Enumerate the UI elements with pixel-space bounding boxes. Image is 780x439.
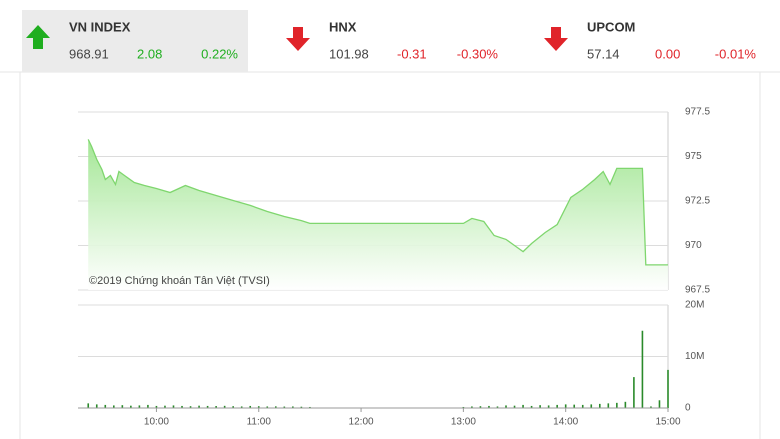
annotation: ©2019 Chứng khoán Tân Việt (TVSI) — [89, 275, 270, 287]
volume-bar — [581, 404, 584, 408]
y-tick-label: 0 — [685, 403, 691, 414]
volume-bar — [616, 402, 618, 408]
volume-bar — [147, 404, 149, 408]
volume-bar — [522, 404, 524, 408]
volume-bar — [240, 406, 243, 408]
x-tick-label: 11:00 — [247, 417, 272, 428]
direction-arrow — [26, 25, 50, 49]
volume-bar — [181, 405, 183, 408]
volume-bar — [479, 406, 482, 408]
y-tick-label: 20M — [685, 300, 704, 311]
volume-bar — [113, 405, 115, 408]
y-tick-label: 977.5 — [685, 107, 710, 118]
y-tick-label: 972.5 — [685, 196, 710, 207]
volume-bar — [198, 405, 200, 408]
volume-bar — [488, 405, 490, 408]
volume-bar — [650, 406, 652, 408]
volume-bar — [189, 406, 192, 408]
x-tick-label: 14:00 — [553, 417, 578, 428]
volume-bar — [530, 405, 533, 408]
x-tick-label: 15:00 — [655, 417, 680, 428]
y-tick-label: 970 — [685, 240, 702, 251]
ticker-value: 101.98 — [329, 46, 369, 61]
ticker-percent: -0.30% — [457, 46, 499, 61]
price-line — [87, 139, 668, 266]
volume-bar — [232, 406, 234, 408]
volume-bar — [172, 405, 175, 408]
ticker-change: -0.31 — [397, 46, 427, 61]
volume-bar — [496, 406, 499, 408]
volume-bar — [539, 405, 541, 408]
volume-bar — [573, 404, 576, 408]
x-tick-label: 10:00 — [144, 417, 169, 428]
volume-bar — [155, 405, 158, 408]
ticker-percent: 0.22% — [201, 46, 238, 61]
ticker-value: 968.91 — [69, 46, 109, 61]
ticker-name: VN INDEX — [69, 19, 131, 34]
volume-bar — [667, 369, 669, 408]
volume-bar — [104, 404, 107, 408]
ticker-highlight — [22, 10, 248, 72]
ticker-value: 57.14 — [587, 46, 620, 61]
volume-bar — [87, 403, 90, 408]
volume-bar — [223, 405, 226, 408]
volume-bar — [505, 405, 507, 408]
volume-bar — [275, 406, 277, 408]
y-tick-label: 10M — [685, 351, 704, 362]
volume-bar — [462, 406, 465, 408]
volume-bar — [471, 406, 473, 408]
y-tick-label: 975 — [685, 151, 702, 162]
volume-bar — [300, 406, 303, 408]
x-tick-label: 12:00 — [349, 417, 374, 428]
volume-bar — [513, 405, 516, 408]
volume-bar — [624, 401, 627, 408]
direction-arrow — [544, 27, 568, 51]
volume-bar — [292, 406, 294, 408]
volume-bar — [658, 400, 661, 408]
volume-bar — [598, 403, 601, 408]
ticker-name: UPCOM — [587, 19, 635, 34]
volume-bar — [215, 406, 217, 408]
volume-bar — [121, 405, 124, 408]
volume-bar — [249, 405, 252, 408]
ticker-change: 2.08 — [137, 46, 162, 61]
ticker-name: HNX — [329, 19, 357, 34]
volume-bar — [257, 406, 260, 408]
x-tick-label: 13:00 — [451, 417, 476, 428]
volume-bar — [633, 377, 635, 408]
volume-bar — [547, 405, 550, 408]
volume-bar — [95, 404, 98, 408]
volume-bar — [206, 405, 209, 408]
volume-bar — [309, 406, 311, 408]
volume-bar — [564, 404, 567, 408]
volume-bar — [164, 405, 166, 408]
volume-bar — [283, 406, 286, 408]
volume-bar — [590, 404, 593, 408]
ticker-percent: -0.01% — [715, 46, 757, 61]
volume-bar — [138, 405, 141, 408]
volume-bar — [607, 403, 610, 408]
direction-arrow — [286, 27, 310, 51]
y-tick-label: 967.5 — [685, 285, 710, 296]
volume-bar — [130, 405, 132, 408]
ticker-change: 0.00 — [655, 46, 680, 61]
volume-bar — [556, 404, 558, 408]
volume-bar — [266, 406, 269, 408]
volume-bar — [641, 330, 644, 408]
